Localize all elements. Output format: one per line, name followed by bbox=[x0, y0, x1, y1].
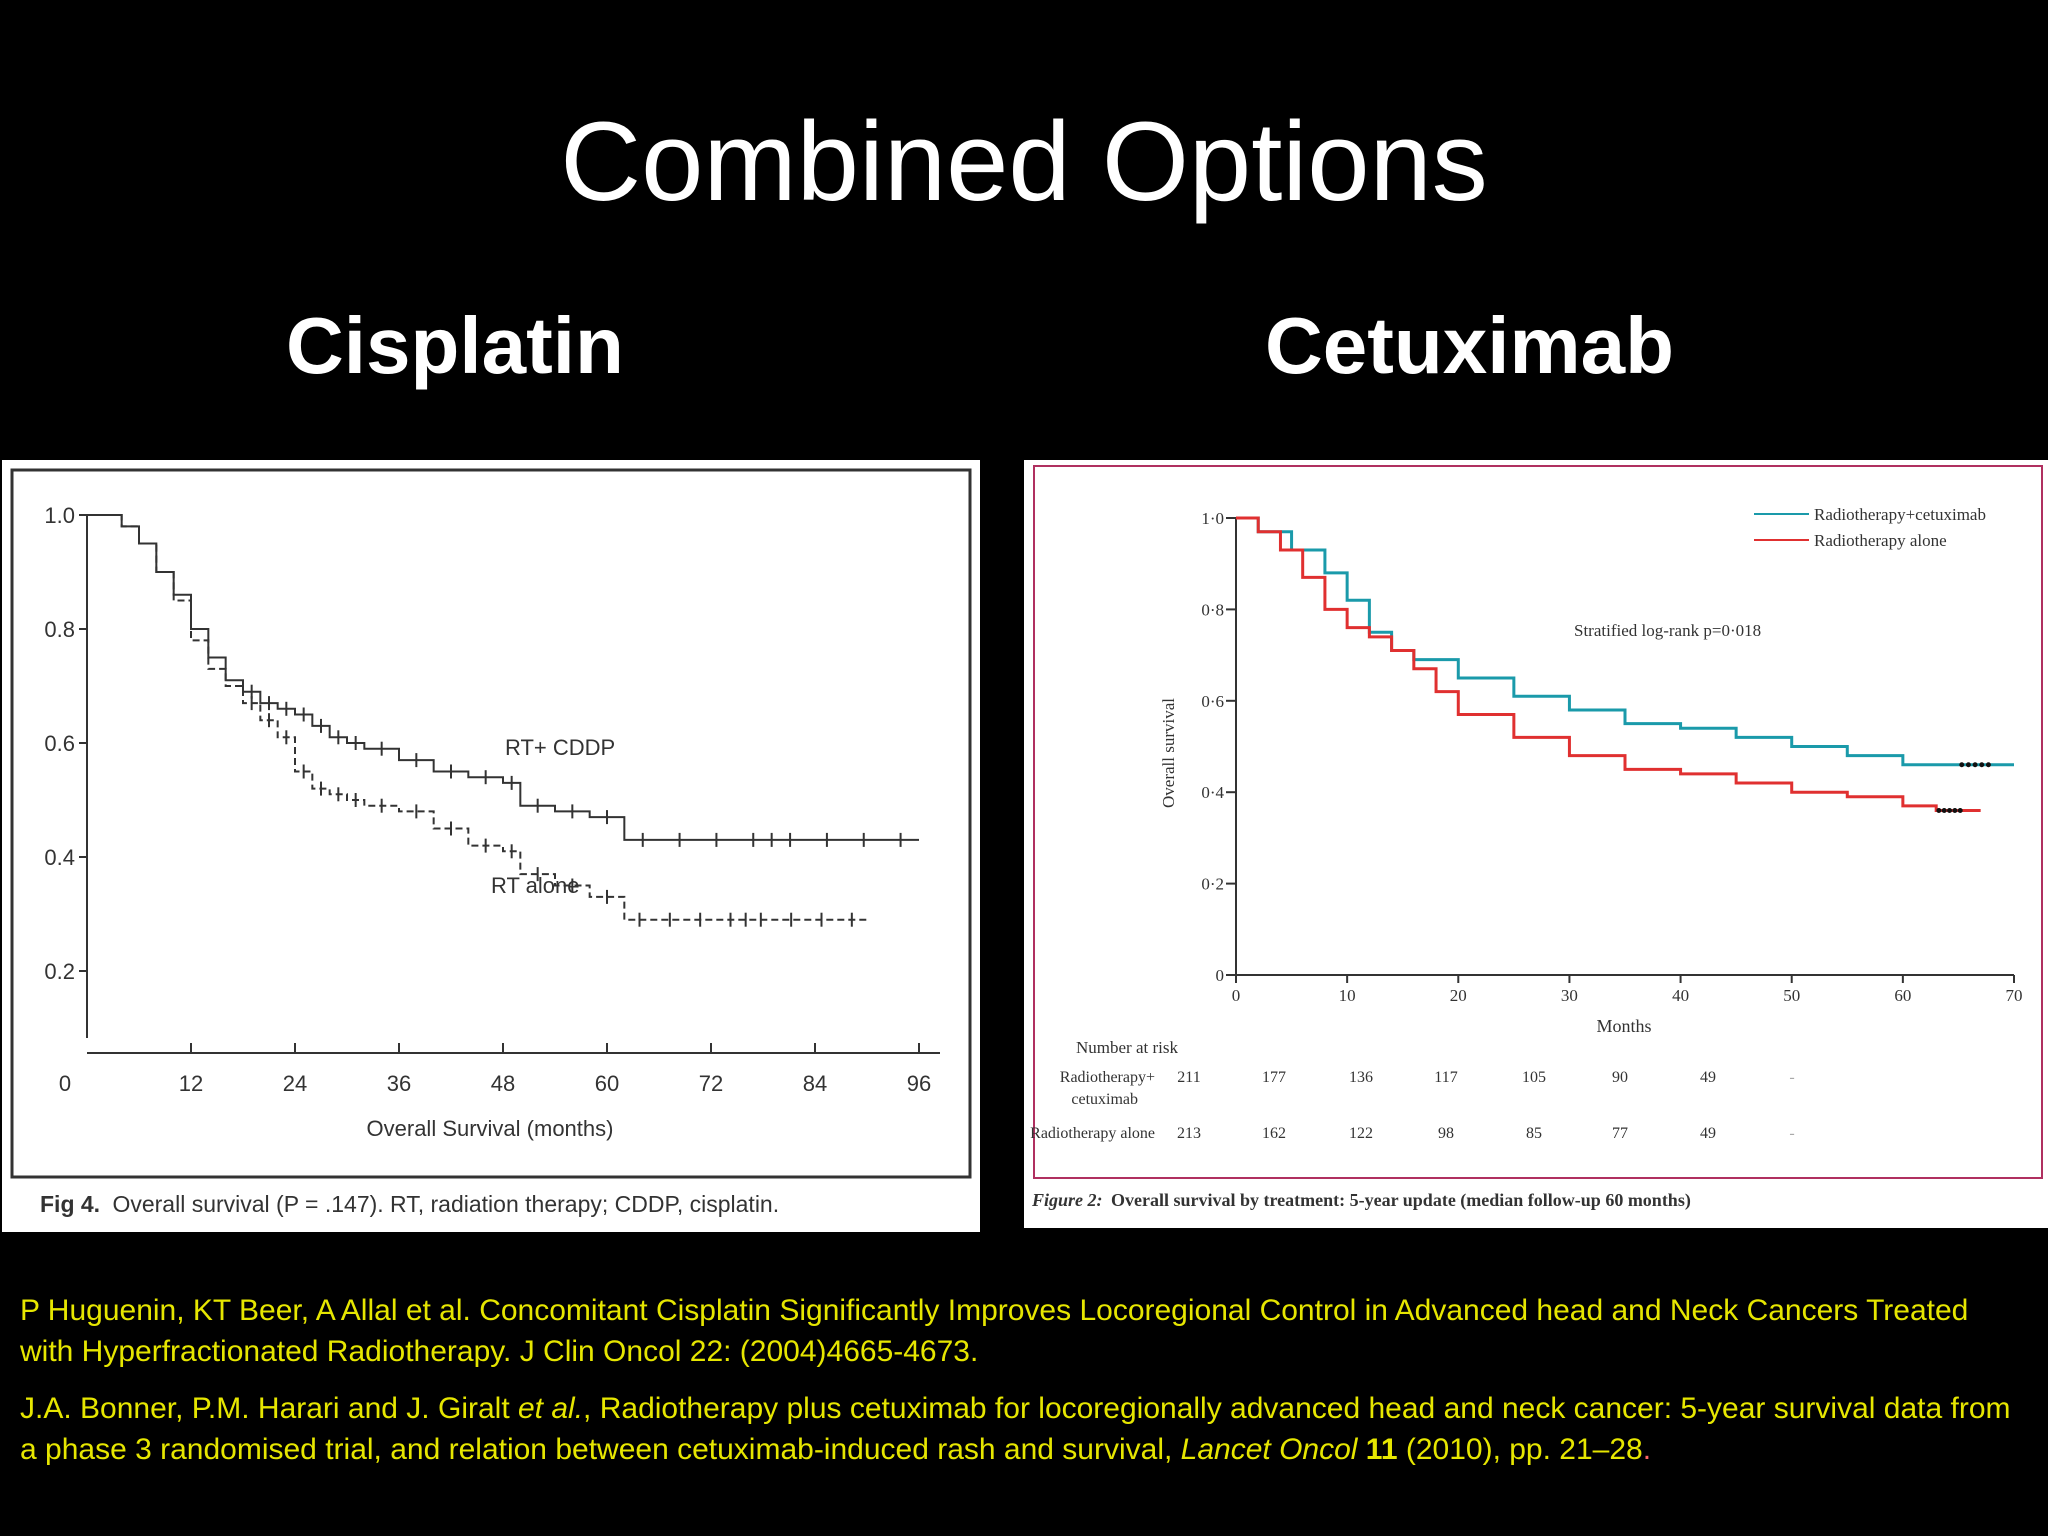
risk-table-header: Number at risk bbox=[1076, 1038, 1178, 1057]
ref-volume: 11 bbox=[1365, 1433, 1398, 1466]
risk-value: 85 bbox=[1526, 1125, 1542, 1142]
caption-text: Overall survival (P = .147). RT, radiati… bbox=[112, 1191, 779, 1217]
x-tick-label: 60 bbox=[1894, 986, 1911, 1005]
references: P Huguenin, KT Beer, A Allal et al. Conc… bbox=[20, 1290, 2030, 1486]
y-tick-label: 0.8 bbox=[44, 617, 75, 642]
x-tick-label: 0 bbox=[1232, 986, 1241, 1005]
y-tick-label: 0.6 bbox=[44, 731, 75, 756]
risk-value: 105 bbox=[1522, 1069, 1546, 1086]
x-tick-label: 72 bbox=[699, 1071, 723, 1096]
x-tick-label: 36 bbox=[387, 1071, 411, 1096]
x-tick-label: 12 bbox=[179, 1071, 203, 1096]
legend-rt-alone: Radiotherapy alone bbox=[1814, 531, 1947, 550]
chart-frame bbox=[10, 468, 972, 1179]
series-line bbox=[87, 514, 919, 841]
y-axis-title: Overall survival bbox=[1159, 698, 1178, 808]
x-tick-label: 70 bbox=[2006, 986, 2023, 1005]
y-tick-label: 0.2 bbox=[44, 959, 75, 984]
censor-dot bbox=[1979, 762, 1985, 768]
logrank-annotation: Stratified log-rank p=0·018 bbox=[1574, 621, 1761, 640]
risk-row-label: Radiotherapy alone bbox=[1030, 1125, 1155, 1142]
x-tick-label: 20 bbox=[1450, 986, 1467, 1005]
cisplatin-heading: Cisplatin bbox=[286, 301, 624, 390]
chart-caption: Fig 4. Overall survival (P = .147). RT, … bbox=[40, 1191, 779, 1217]
y-tick-label: 0.4 bbox=[44, 845, 75, 870]
x-axis-title: Overall Survival (months) bbox=[367, 1116, 614, 1141]
caption-prefix: Figure 2: bbox=[1031, 1190, 1103, 1210]
cisplatin-survival-chart: 0 12 24 36 48 60 72 84 96 0.2 0.4 0.6 0.8 1.0 RT+ CDD… bbox=[10, 468, 972, 1217]
censor-dot bbox=[1941, 807, 1947, 813]
y-tick-label: 0·2 bbox=[1201, 875, 1224, 894]
number-at-risk-table: Number at risk Radiotherapy+ cetuximab R… bbox=[1030, 1038, 1795, 1142]
cisplatin-chart-panel: 0 12 24 36 48 60 72 84 96 0.2 0.4 0.6 0.8 1.0 RT+ CDD… bbox=[2, 460, 980, 1232]
x-axis-title: Months bbox=[1596, 1016, 1651, 1036]
reference-bonner: J.A. Bonner, P.M. Harari and J. Giralt e… bbox=[20, 1388, 2030, 1470]
y-tick-label: 0 bbox=[1216, 966, 1225, 985]
x-tick-label: 60 bbox=[595, 1071, 619, 1096]
cetuximab-chart-panel: 0 10 20 30 40 50 60 70 0 0·2 0·4 0·6 0·8 1·0 Radiothe… bbox=[1024, 460, 2048, 1228]
x-tick-label: 10 bbox=[1339, 986, 1356, 1005]
chart-frame bbox=[1033, 465, 2043, 1179]
risk-value: 117 bbox=[1434, 1069, 1457, 1086]
cetuximab-survival-chart: 0 10 20 30 40 50 60 70 0 0·2 0·4 0·6 0·8 1·0 Radiothe… bbox=[1030, 465, 2043, 1211]
series-line bbox=[87, 514, 867, 921]
ref-end-dot: . bbox=[1642, 1433, 1652, 1466]
ref-journal: Lancet Oncol bbox=[1180, 1433, 1358, 1466]
series-line bbox=[1236, 516, 2014, 767]
y-tick-label: 0·8 bbox=[1201, 600, 1224, 619]
ref-title: , Radiotherapy plus cetuximab for locore… bbox=[20, 1392, 2011, 1466]
ref-authors: J.A. Bonner, P.M. Harari and J. Giralt bbox=[20, 1392, 518, 1425]
risk-value: 177 bbox=[1262, 1069, 1286, 1086]
risk-value: 122 bbox=[1349, 1125, 1373, 1142]
risk-value: - bbox=[1789, 1069, 1794, 1086]
censor-dot bbox=[1959, 762, 1965, 768]
censor-dot bbox=[1972, 762, 1978, 768]
risk-value: 90 bbox=[1612, 1069, 1628, 1086]
rt-cddp-label: RT+ CDDP bbox=[505, 735, 615, 760]
rt-alone-label: RT alone bbox=[491, 873, 579, 898]
risk-value: 211 bbox=[1177, 1069, 1200, 1086]
risk-value: 213 bbox=[1177, 1125, 1201, 1142]
risk-value: - bbox=[1789, 1125, 1794, 1142]
cetuximab-heading: Cetuximab bbox=[1265, 301, 1674, 390]
y-tick-label: 1·0 bbox=[1201, 509, 1224, 528]
series-line bbox=[1236, 516, 1981, 812]
risk-value: 136 bbox=[1349, 1069, 1373, 1086]
x-tick-label: 96 bbox=[907, 1071, 931, 1096]
x-tick-label: 0 bbox=[59, 1071, 71, 1096]
risk-value: 162 bbox=[1262, 1125, 1286, 1142]
risk-value: 98 bbox=[1438, 1125, 1454, 1142]
risk-row-label-cont: cetuximab bbox=[1071, 1091, 1138, 1108]
x-tick-label: 30 bbox=[1561, 986, 1578, 1005]
x-tick-label: 40 bbox=[1672, 986, 1689, 1005]
censor-dot bbox=[1985, 762, 1991, 768]
x-tick-label: 48 bbox=[491, 1071, 515, 1096]
censor-dot bbox=[1965, 762, 1971, 768]
chart-caption: Figure 2: Overall survival by treatment:… bbox=[1031, 1190, 1691, 1211]
risk-value: 77 bbox=[1612, 1125, 1628, 1142]
censor-dot bbox=[1947, 807, 1953, 813]
ref-etal: et al. bbox=[518, 1392, 584, 1425]
y-tick-label: 0·4 bbox=[1201, 783, 1224, 802]
risk-value: 49 bbox=[1700, 1069, 1716, 1086]
censor-dot bbox=[1957, 807, 1963, 813]
slide-title: Combined Options bbox=[560, 99, 1488, 224]
y-tick-label: 0·6 bbox=[1201, 692, 1224, 711]
caption-text: Overall survival by treatment: 5-year up… bbox=[1111, 1190, 1691, 1211]
risk-value: 49 bbox=[1700, 1125, 1716, 1142]
caption-prefix: Fig 4. bbox=[40, 1191, 100, 1217]
reference-huguenin: P Huguenin, KT Beer, A Allal et al. Conc… bbox=[20, 1294, 1969, 1368]
x-tick-label: 50 bbox=[1783, 986, 1800, 1005]
censor-dot bbox=[1952, 807, 1958, 813]
risk-row-label: Radiotherapy+ bbox=[1060, 1069, 1155, 1086]
ref-pages: (2010), pp. 21–28 bbox=[1397, 1433, 1643, 1466]
x-tick-label: 24 bbox=[283, 1071, 307, 1096]
censor-dot bbox=[1936, 807, 1942, 813]
legend-cetuximab: Radiotherapy+cetuximab bbox=[1814, 505, 1986, 524]
y-tick-label: 1.0 bbox=[44, 503, 75, 528]
x-tick-label: 84 bbox=[803, 1071, 827, 1096]
